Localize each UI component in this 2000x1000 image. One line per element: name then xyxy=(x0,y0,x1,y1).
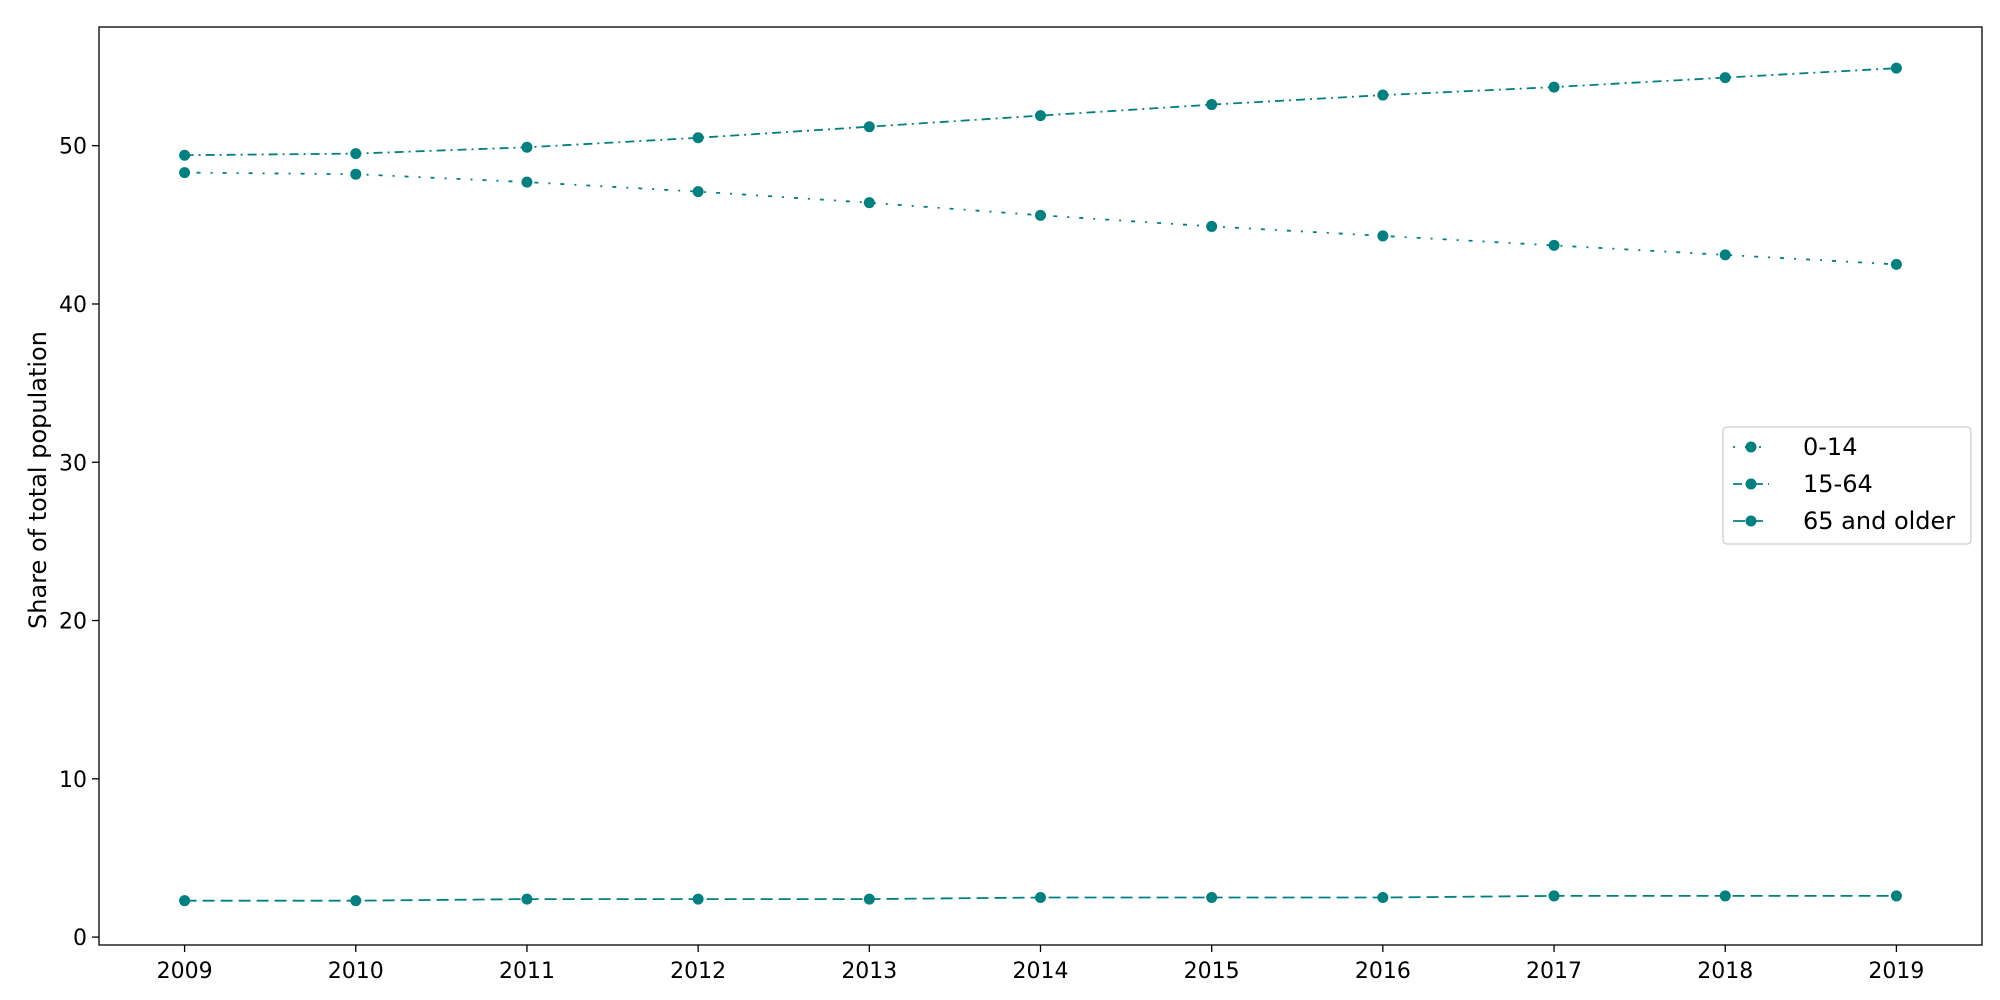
legend: 0-14 15-64 65 and older xyxy=(1722,426,1972,545)
data-point xyxy=(350,148,362,160)
data-point xyxy=(179,149,191,161)
x-tick-label: 2017 xyxy=(1526,959,1582,984)
x-tick-label: 2019 xyxy=(1868,959,1924,984)
data-point xyxy=(1890,62,1902,74)
data-point xyxy=(1035,209,1046,221)
x-tick-label: 2016 xyxy=(1355,959,1411,984)
data-point xyxy=(1377,892,1389,904)
y-tick-label: 50 xyxy=(59,135,87,160)
data-point xyxy=(1206,220,1218,232)
x-tick-label: 2011 xyxy=(499,959,555,984)
data-point xyxy=(1719,72,1731,84)
data-point xyxy=(1035,110,1046,122)
plot-frame xyxy=(98,26,1983,946)
x-tick-label: 2018 xyxy=(1697,959,1753,984)
data-point xyxy=(1890,890,1902,902)
data-point xyxy=(863,197,875,209)
data-point xyxy=(521,176,533,188)
data-point xyxy=(1719,890,1731,902)
x-tick-label: 2009 xyxy=(157,959,213,984)
data-point xyxy=(1548,239,1560,251)
y-tick-label: 20 xyxy=(59,610,87,635)
data-point xyxy=(1377,230,1389,242)
data-point xyxy=(692,132,704,144)
y-tick-label: 30 xyxy=(59,451,87,476)
data-point xyxy=(179,167,191,179)
data-point xyxy=(1035,892,1046,904)
x-tick-label: 2015 xyxy=(1184,959,1240,984)
x-tick-label: 2010 xyxy=(328,959,384,984)
data-point xyxy=(1548,81,1560,93)
data-point xyxy=(1719,249,1731,261)
data-point xyxy=(521,141,533,153)
data-point xyxy=(1206,99,1218,111)
data-point xyxy=(863,893,875,905)
data-point xyxy=(350,895,362,907)
data-point xyxy=(863,121,875,133)
y-tick-label: 0 xyxy=(73,926,87,951)
y-tick-label: 40 xyxy=(59,293,87,318)
legend-swatch-marker xyxy=(1745,478,1757,490)
data-point xyxy=(1206,892,1218,904)
data-point xyxy=(692,893,704,905)
legend-label: 15-64 xyxy=(1803,470,1873,498)
legend-box xyxy=(1722,426,1972,545)
legend-label: 0-14 xyxy=(1803,433,1857,461)
y-tick-label: 10 xyxy=(59,768,87,793)
x-tick-label: 2013 xyxy=(841,959,897,984)
data-point xyxy=(350,168,362,180)
data-point xyxy=(1377,89,1389,101)
data-point xyxy=(521,893,533,905)
data-point xyxy=(692,186,704,198)
series-line-1 xyxy=(184,67,1897,157)
data-point xyxy=(179,895,191,907)
legend-swatch-marker xyxy=(1745,441,1757,453)
y-axis-label: Share of total population xyxy=(24,331,52,629)
x-tick-label: 2014 xyxy=(1013,959,1069,984)
data-point xyxy=(1890,258,1902,270)
legend-label: 65 and older xyxy=(1803,507,1955,535)
data-point xyxy=(1548,890,1560,902)
legend-swatch-marker xyxy=(1745,515,1757,527)
x-tick-label: 2012 xyxy=(670,959,726,984)
